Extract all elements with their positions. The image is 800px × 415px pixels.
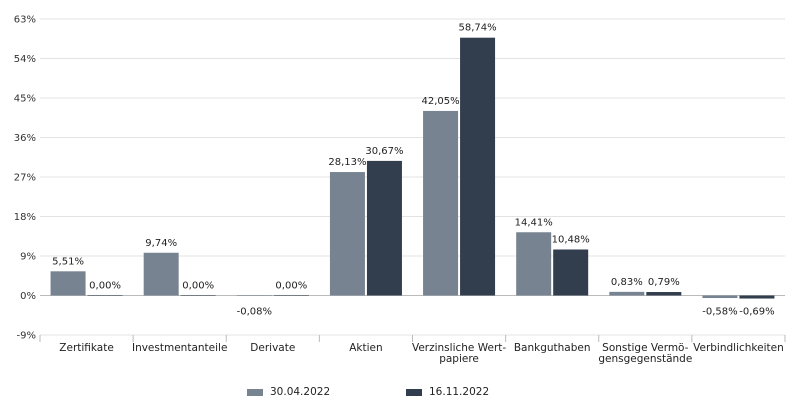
bar-2-8 xyxy=(739,295,775,299)
data-label: 0,79% xyxy=(648,277,680,288)
bar-1-8 xyxy=(702,295,738,299)
data-label: 0,00% xyxy=(89,281,121,292)
category-label: Verbindlichkeiten xyxy=(693,342,784,354)
legend: 30.04.2022 16.11.2022 xyxy=(0,386,800,406)
bars xyxy=(50,37,775,299)
data-label: 58,74% xyxy=(458,23,496,34)
legend-label-series-1: 30.04.2022 xyxy=(270,386,331,398)
data-label: 10,48% xyxy=(552,235,590,246)
legend-label-series-2: 16.11.2022 xyxy=(429,386,490,398)
data-label: 0,83% xyxy=(611,277,643,288)
bar-1-6 xyxy=(516,232,552,296)
bar-2-3 xyxy=(273,295,309,296)
bar-2-7 xyxy=(646,292,682,296)
y-tick-label: 36% xyxy=(14,133,36,144)
data-label: 9,74% xyxy=(145,238,177,249)
data-label: 14,41% xyxy=(515,217,553,228)
bar-1-1 xyxy=(50,271,86,296)
bar-2-5 xyxy=(460,37,496,296)
bar-1-4 xyxy=(329,172,365,296)
legend-swatch-series-2 xyxy=(406,388,422,396)
data-label: -0,08% xyxy=(237,307,272,318)
y-tick-label: 63% xyxy=(14,15,36,26)
category-separators xyxy=(39,335,786,342)
data-label: 42,05% xyxy=(421,96,459,107)
category-label: Sonstige Vermö-gensgegenstände xyxy=(598,342,692,365)
bar-2-2 xyxy=(180,295,216,296)
bar-1-5 xyxy=(423,110,459,296)
data-label: 5,51% xyxy=(52,256,84,267)
category-label: Verzinsliche Wert-papiere xyxy=(412,342,506,365)
data-label: 0,00% xyxy=(275,281,307,292)
bar-1-7 xyxy=(609,291,645,296)
data-label: -0,69% xyxy=(739,307,774,318)
data-labels: 5,51% 0,00% 9,74% 0,00% -0,08% 0,00% 28,13%30,… xyxy=(52,23,774,318)
y-tick-label: 9% xyxy=(20,252,36,263)
data-label: -0,58% xyxy=(702,307,737,318)
legend-item-series-1: 30.04.2022 xyxy=(247,386,330,398)
category-label: Zertifikate xyxy=(59,342,114,354)
y-axis-ticks: -9% 0% 9% 18% 27% 36% 45% 54% 63% xyxy=(14,15,36,342)
y-tick-label: 45% xyxy=(14,94,36,105)
legend-item-series-2: 16.11.2022 xyxy=(406,386,489,398)
bar-2-6 xyxy=(553,249,589,296)
data-label: 28,13% xyxy=(328,157,366,168)
y-tick-label: 27% xyxy=(14,173,36,184)
x-axis-categories: Zertifikate Investmentanteile Derivate Akti… xyxy=(59,342,783,365)
y-tick-label: 0% xyxy=(20,291,36,302)
y-tick-label: 54% xyxy=(14,54,36,65)
category-label: Aktien xyxy=(349,342,382,354)
y-tick-label: 18% xyxy=(14,212,36,223)
bar-2-4 xyxy=(366,160,402,296)
bar-1-2 xyxy=(143,252,179,296)
y-tick-label: -9% xyxy=(17,331,36,342)
bar-chart: -9% 0% 9% 18% 27% 36% 45% 54% 63% 5,51% 0,00% 9,74… xyxy=(14,15,786,365)
bar-2-1 xyxy=(87,295,123,296)
bar-1-3 xyxy=(236,295,272,296)
category-label: Derivate xyxy=(250,342,295,354)
data-label: 30,67% xyxy=(365,146,403,157)
data-label: 0,00% xyxy=(182,281,214,292)
category-label: Investmentanteile xyxy=(132,342,227,354)
category-label: Bankguthaben xyxy=(514,342,591,354)
legend-swatch-series-1 xyxy=(247,388,263,396)
